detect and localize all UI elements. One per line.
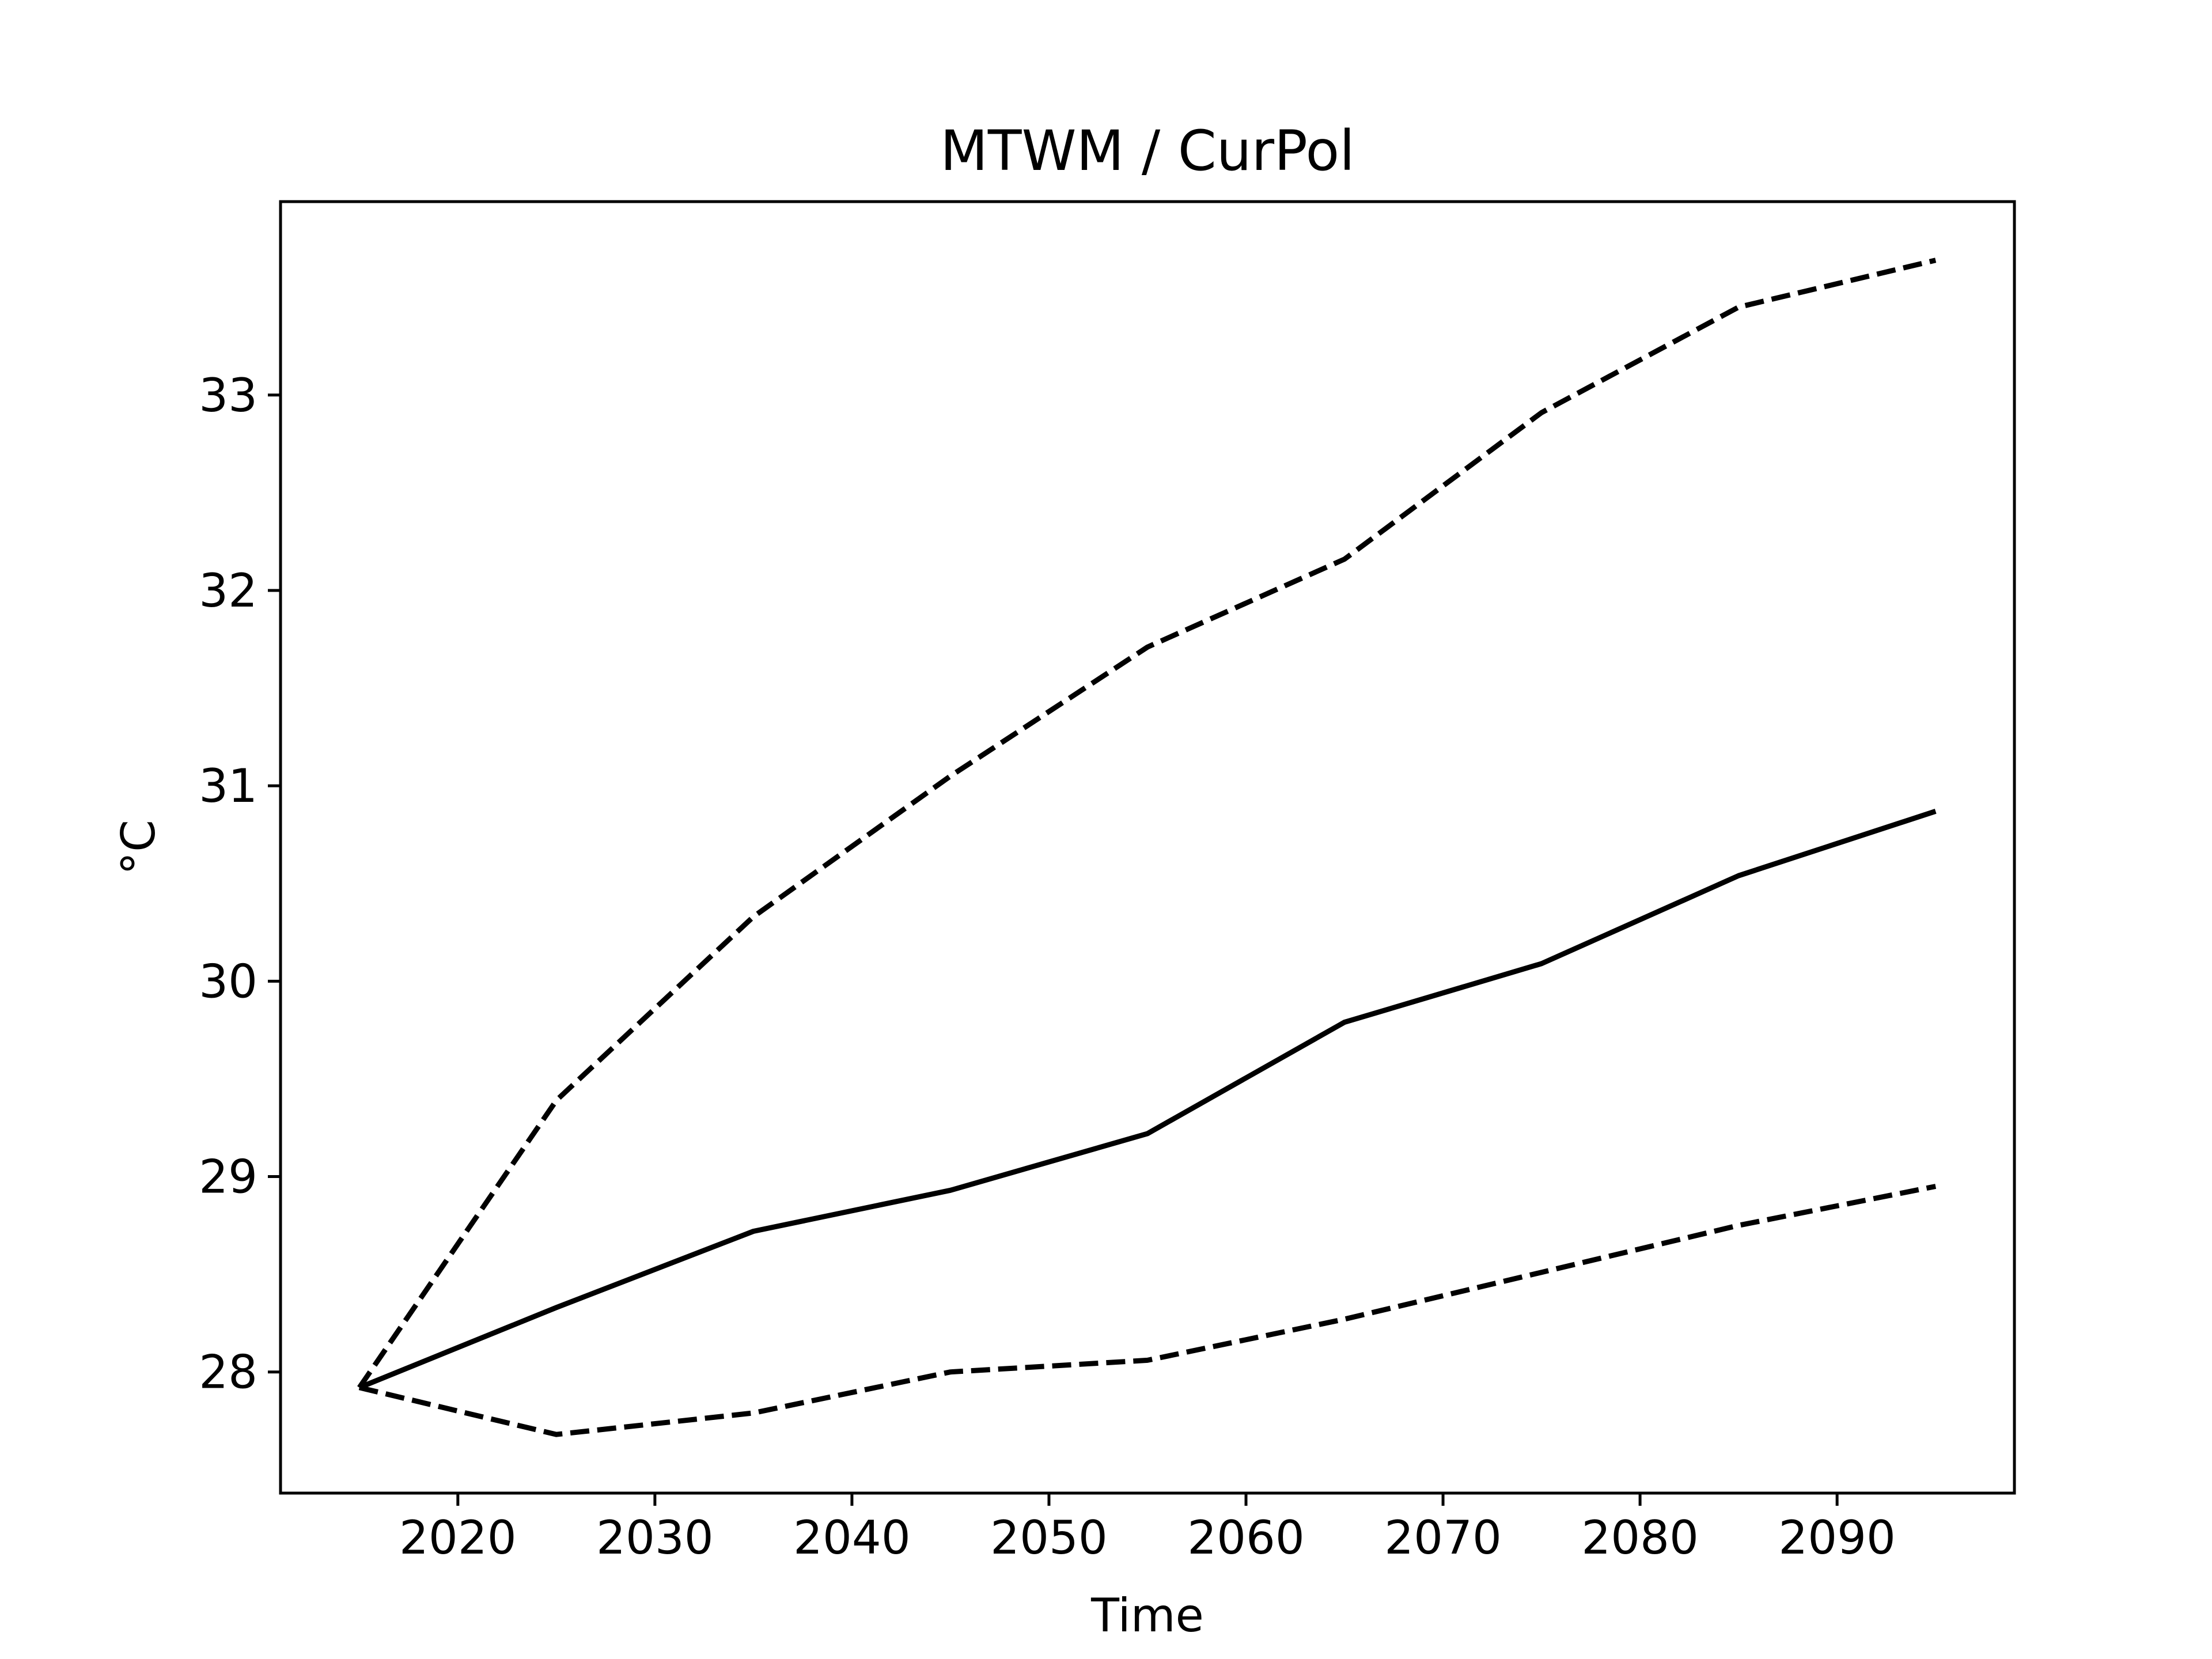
y-tick-label: 33: [199, 369, 257, 422]
x-tick-label: 2020: [399, 1511, 517, 1565]
x-tick-label: 2050: [990, 1511, 1108, 1565]
x-tick-label: 2040: [793, 1511, 911, 1565]
x-tick-label: 2080: [1581, 1511, 1699, 1565]
y-tick-label: 28: [199, 1346, 257, 1399]
y-axis-label: °C: [112, 820, 165, 875]
y-tick-label: 32: [199, 564, 257, 618]
x-tick-label: 2030: [596, 1511, 714, 1565]
x-tick-label: 2090: [1778, 1511, 1896, 1565]
y-tick-label: 31: [199, 759, 257, 813]
tick-layer: 2020 2030 2040 2050 2060 2070 2080 2090 28 29 30 31…: [199, 369, 1896, 1565]
y-tick-label: 29: [199, 1150, 257, 1204]
dashed-series-line-1: [357, 257, 1937, 1389]
y-tick-label: 30: [199, 955, 257, 1008]
series-layer: [357, 257, 1937, 1437]
x-axis-label: Time: [1090, 1589, 1204, 1642]
x-tick-label: 2060: [1187, 1511, 1305, 1565]
x-tick-label: 2070: [1384, 1511, 1502, 1565]
chart-title: MTWM / CurPol: [940, 119, 1355, 183]
dashed-series-line-2: [358, 1184, 1937, 1437]
plot-area-frame: [279, 200, 2016, 1495]
solid-series-line-0: [358, 809, 1937, 1390]
